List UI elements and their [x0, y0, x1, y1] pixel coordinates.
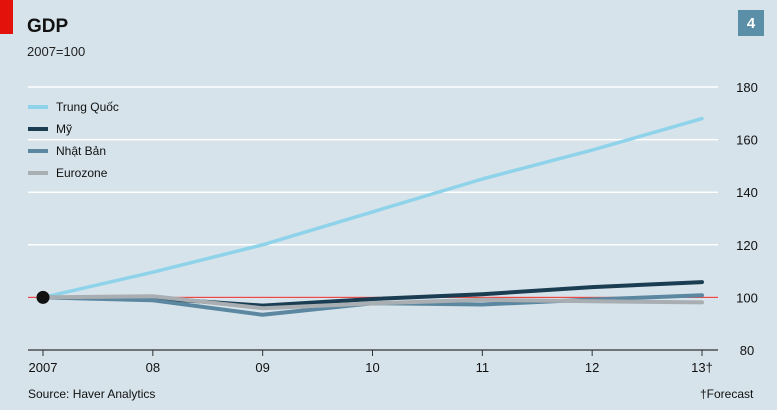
legend: Trung Quốc Mỹ Nhật Bản Eurozone [28, 96, 119, 184]
y-tick-label-180: 180 [736, 80, 758, 95]
forecast-footnote: †Forecast [700, 387, 754, 401]
x-tick-label-3: 10 [365, 360, 379, 375]
source-note: Source: Haver Analytics [28, 387, 156, 401]
y-tick-label-160: 160 [736, 133, 758, 148]
legend-item-3: Eurozone [28, 162, 119, 184]
legend-swatch-0 [28, 105, 48, 109]
legend-label-3: Eurozone [56, 166, 108, 180]
series-line-0 [41, 116, 704, 300]
chart-title: GDP [27, 16, 69, 37]
legend-swatch-2 [28, 149, 48, 153]
base-year-marker [36, 290, 50, 304]
legend-swatch-3 [28, 171, 48, 175]
y-tick-label-140: 140 [736, 185, 758, 200]
legend-label-1: Mỹ [56, 122, 72, 136]
x-tick-label-2: 09 [255, 360, 269, 375]
x-tick-label-6: 13† [691, 360, 713, 375]
legend-label-0: Trung Quốc [56, 100, 119, 114]
y-tick-label-100: 100 [736, 290, 758, 305]
legend-swatch-1 [28, 127, 48, 131]
y-tick-label-120: 120 [736, 238, 758, 253]
legend-label-2: Nhật Bản [56, 144, 107, 158]
series-line-3 [41, 294, 704, 311]
chart-subtitle: 2007=100 [27, 44, 86, 59]
legend-item-1: Mỹ [28, 118, 119, 140]
x-tick-label-1: 08 [146, 360, 160, 375]
brand-tab [0, 0, 13, 34]
legend-item-2: Nhật Bản [28, 140, 119, 162]
x-tick-label-5: 12 [585, 360, 599, 375]
chart-number-badge: 4 [738, 10, 764, 36]
x-tick-label-4: 11 [476, 360, 490, 375]
legend-item-0: Trung Quốc [28, 96, 119, 118]
y-tick-label-80: 80 [740, 343, 754, 358]
x-tick-label-0: 2007 [29, 360, 58, 375]
